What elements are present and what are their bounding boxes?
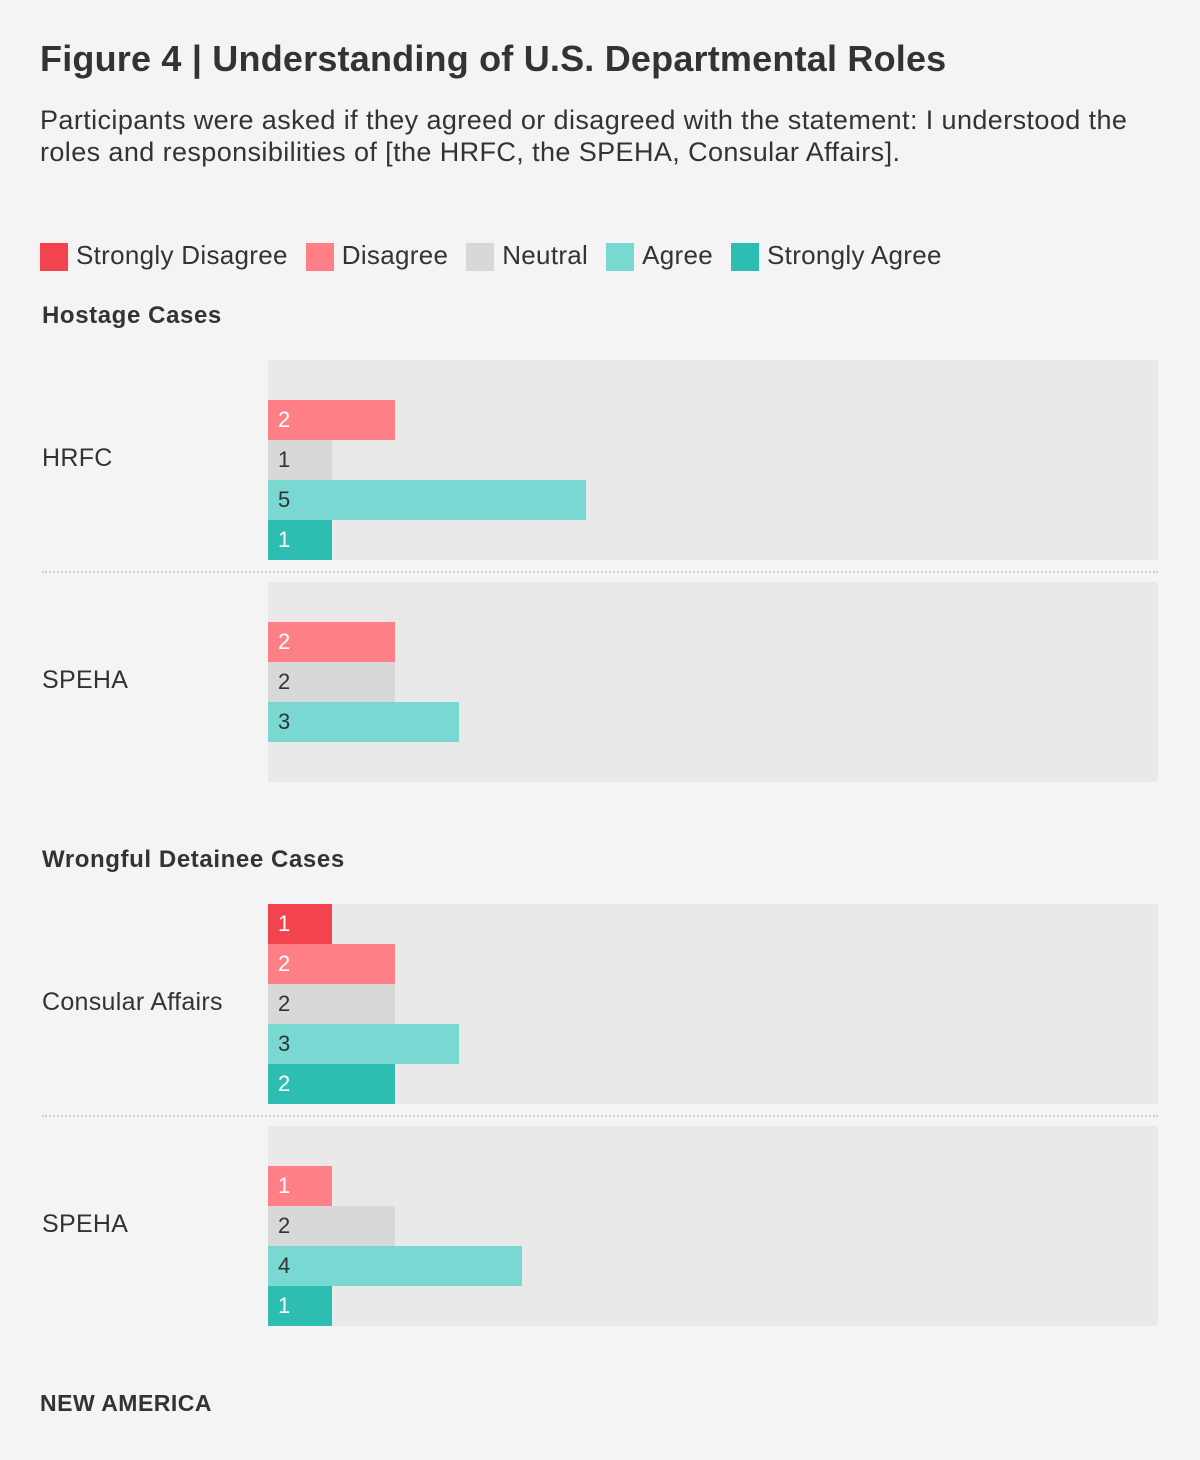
legend-label: Agree — [642, 240, 714, 270]
group-label: SPEHA — [42, 666, 129, 694]
bar-agree — [268, 1246, 522, 1286]
bar-value-label: 2 — [278, 629, 291, 654]
bar-disagree — [268, 944, 395, 984]
bar-value-label: 4 — [278, 1253, 291, 1278]
brand-logo: NEW AMERICA — [40, 1390, 213, 1416]
bar-value-label: 2 — [278, 1071, 291, 1096]
bar-value-label: 1 — [278, 1293, 291, 1318]
chart-title: Figure 4 | Understanding of U.S. Departm… — [40, 38, 947, 79]
legend-swatch — [606, 243, 635, 271]
bar-neutral — [268, 440, 332, 480]
bar-agree — [268, 1024, 459, 1064]
bar-value-label: 1 — [278, 911, 291, 936]
legend-item-agree: Agree — [606, 240, 713, 271]
bar-value-label: 3 — [278, 1031, 291, 1056]
legend-label: Neutral — [502, 240, 589, 270]
bar-agree — [268, 702, 459, 742]
legend-label: Disagree — [341, 240, 449, 270]
bar-value-label: 1 — [278, 447, 291, 472]
bar-disagree — [268, 400, 395, 440]
legend-swatch — [305, 243, 334, 271]
bar-strongly-agree — [268, 520, 332, 560]
group-label: Consular Affairs — [42, 988, 223, 1016]
group-label: SPEHA — [42, 1210, 129, 1238]
section-divider — [42, 571, 1158, 573]
legend-label: Strongly Disagree — [76, 240, 288, 270]
bar-strongly-agree — [268, 1286, 332, 1326]
bar-neutral — [268, 662, 395, 702]
section-divider — [42, 1115, 1158, 1117]
legend-swatch — [731, 243, 760, 271]
bar-value-label: 1 — [278, 527, 291, 552]
bar-value-label: 2 — [278, 1213, 291, 1238]
group-label: HRFC — [42, 444, 113, 472]
bar-value-label: 2 — [278, 407, 291, 432]
bar-value-label: 2 — [278, 669, 291, 694]
bar-value-label: 2 — [278, 991, 291, 1016]
section-title: Wrongful Detainee Cases — [42, 846, 345, 873]
bar-agree — [268, 480, 586, 520]
chart-subtitle: Participants were asked if they agreed o… — [40, 105, 1128, 167]
bar-value-label: 1 — [278, 1173, 291, 1198]
bar-disagree — [268, 1166, 332, 1206]
legend: Strongly Disagree Disagree Neutral Agree Str… — [40, 240, 960, 271]
bar-neutral — [268, 1206, 395, 1246]
bar-strongly-disagree — [268, 904, 332, 944]
bar-value-label: 2 — [278, 951, 291, 976]
legend-item-strongly-disagree: Strongly Disagree — [40, 240, 288, 271]
bar-value-label: 5 — [278, 487, 291, 512]
legend-item-disagree: Disagree — [305, 240, 449, 271]
legend-swatch — [40, 243, 68, 271]
bar-neutral — [268, 984, 395, 1024]
legend-item-neutral: Neutral — [466, 240, 588, 271]
legend-swatch — [466, 243, 495, 271]
legend-label: Strongly Agree — [767, 240, 942, 270]
group-panel — [268, 582, 1158, 782]
group-panel — [268, 1126, 1158, 1326]
section-title: Hostage Cases — [42, 302, 222, 329]
group-panel — [268, 360, 1158, 560]
bar-strongly-agree — [268, 1064, 395, 1104]
legend-item-strongly-agree: Strongly Agree — [731, 240, 942, 271]
bar-disagree — [268, 622, 395, 662]
bar-value-label: 3 — [278, 709, 291, 734]
group-panel — [268, 904, 1158, 1104]
